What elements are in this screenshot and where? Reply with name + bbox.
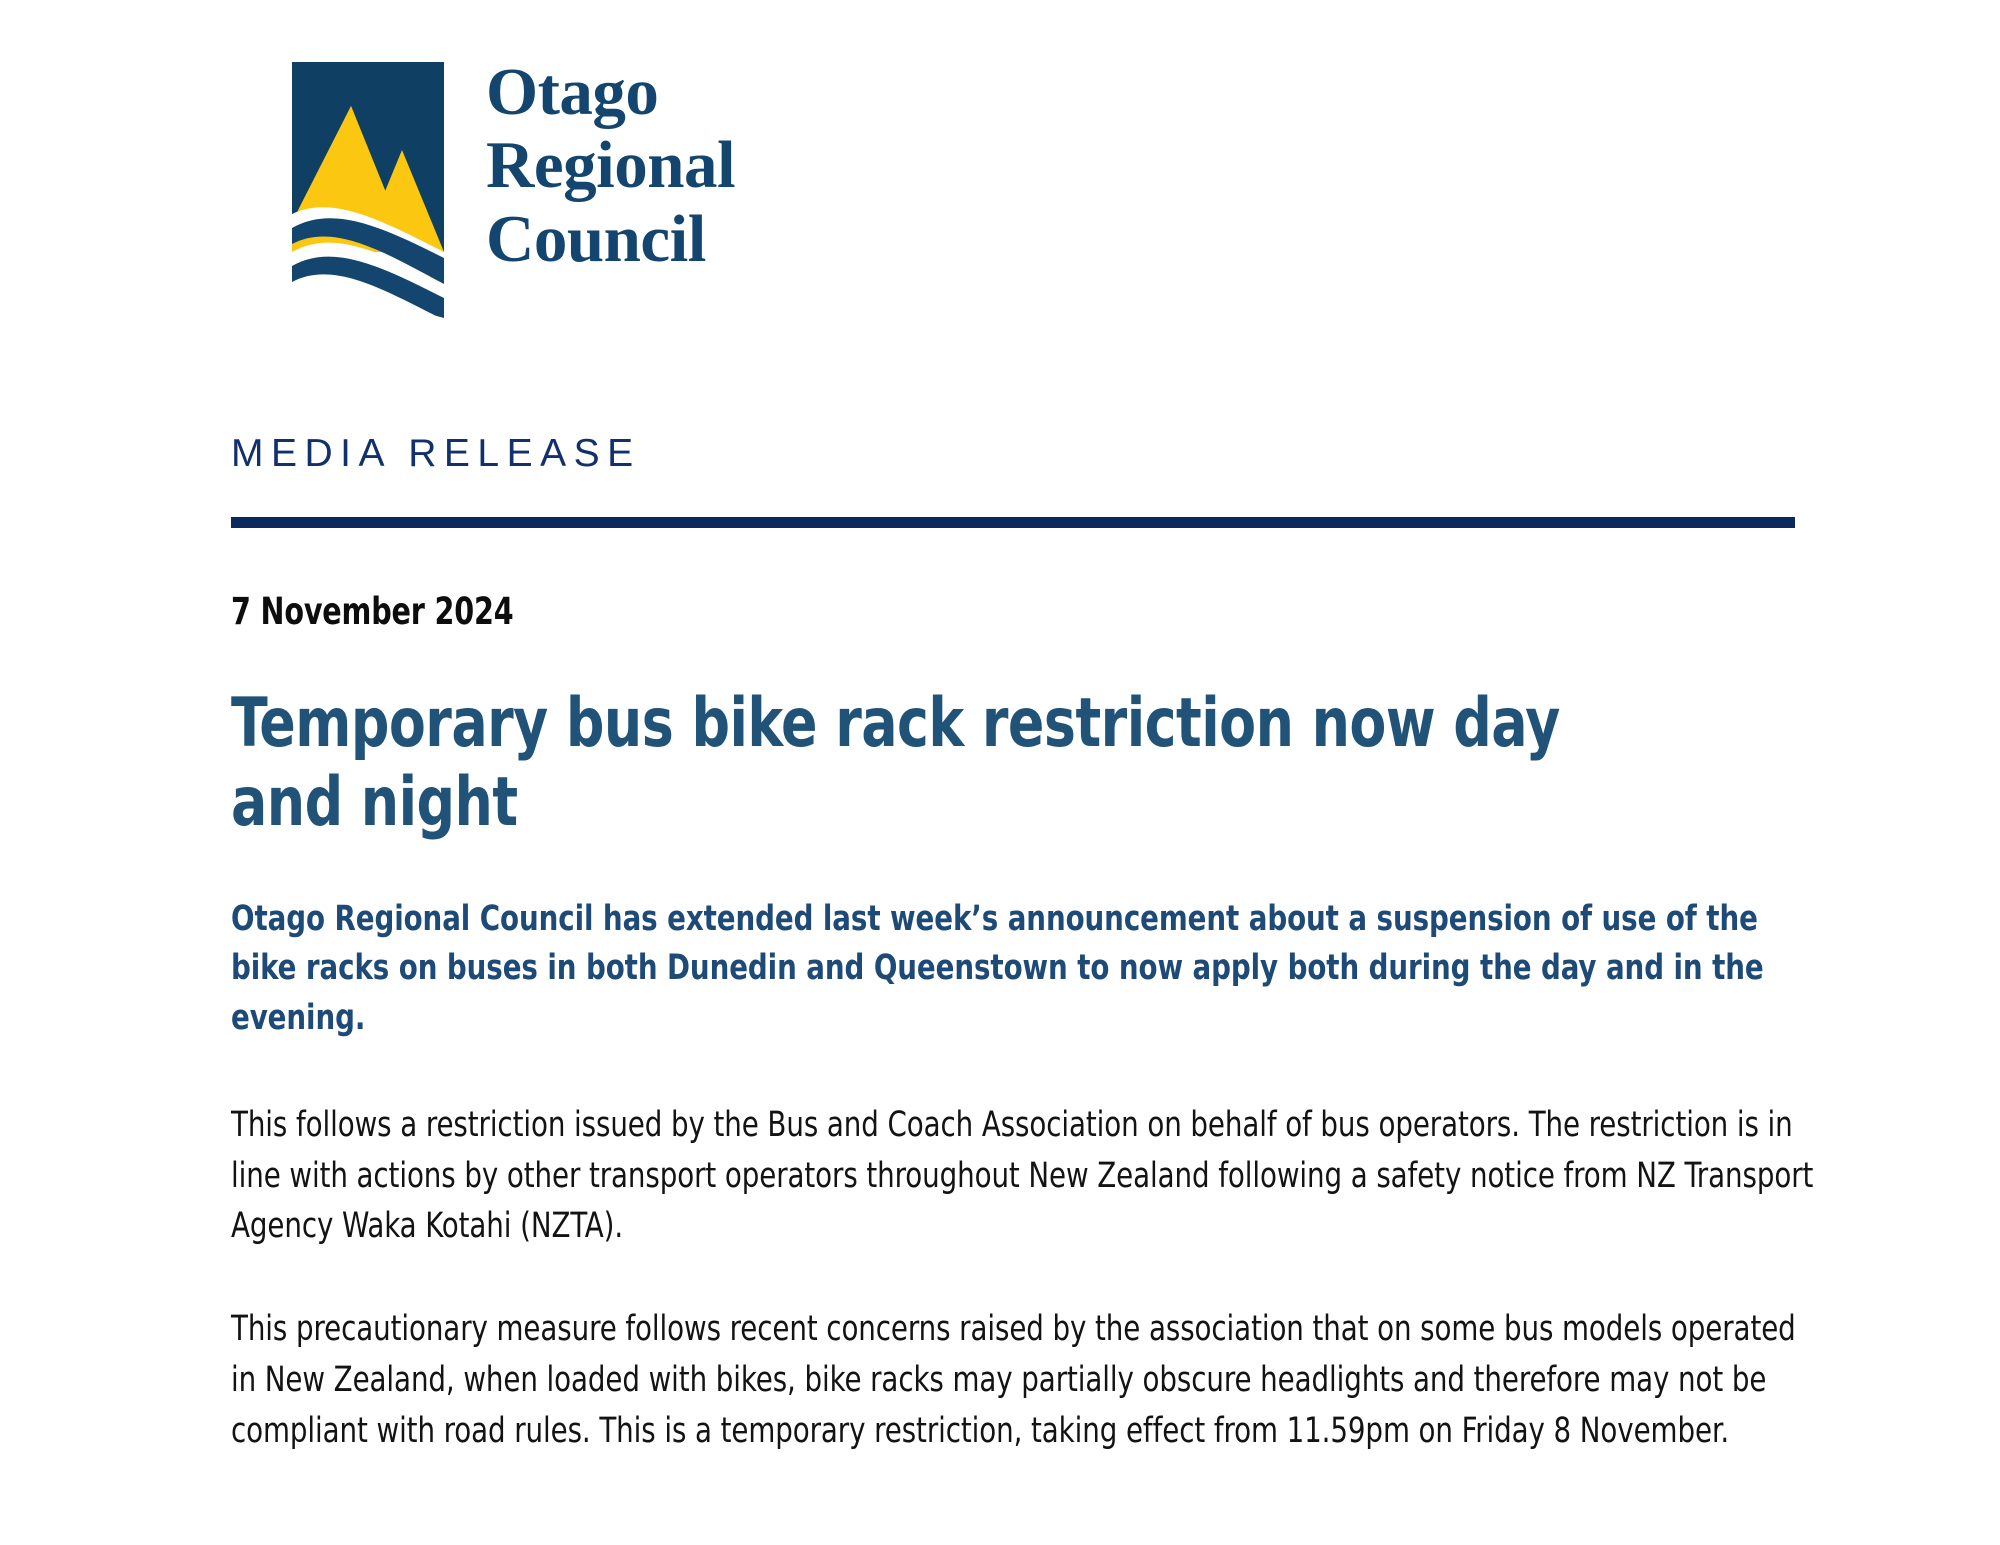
body-paragraph: This precautionary measure follows recen… xyxy=(231,1309,1796,1451)
orc-mountains-waves-icon xyxy=(292,62,444,320)
document-body: 7 November 2024 Temporary bus bike rack … xyxy=(231,590,1821,1456)
wordmark-line-3: Council xyxy=(486,201,706,276)
page-title: Temporary bus bike rack restriction now … xyxy=(231,684,1560,842)
organisation-logo: Otago Regional Council xyxy=(292,55,736,320)
organisation-wordmark: Otago Regional Council xyxy=(486,55,736,276)
header-divider xyxy=(231,517,1795,528)
wordmark-line-2: Regional xyxy=(486,128,736,203)
body-paragraph: This follows a restriction issued by the… xyxy=(231,1104,1814,1247)
lede-paragraph: Otago Regional Council has extended last… xyxy=(231,898,1764,1039)
wordmark-line-1: Otago xyxy=(486,55,659,129)
release-date: 7 November 2024 xyxy=(231,590,514,633)
document-type-label: MEDIA RELEASE xyxy=(231,432,641,475)
